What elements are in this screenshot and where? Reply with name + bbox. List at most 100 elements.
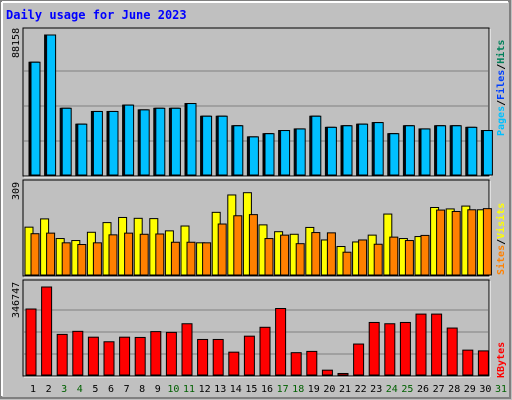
legend-kbytes: KBytes — [496, 342, 507, 378]
sites-bar — [108, 234, 118, 276]
pages-bar — [124, 104, 135, 176]
sites-bar — [264, 238, 274, 276]
pages-bar — [326, 126, 337, 176]
day-label: 6 — [108, 384, 114, 395]
pages-bar — [139, 109, 150, 176]
kbytes-bar — [306, 350, 318, 376]
sites-bar — [248, 214, 258, 276]
kbytes-bar — [259, 326, 271, 376]
sites-bar — [186, 241, 196, 276]
day-label: 24 — [386, 384, 398, 395]
kbytes-bar — [41, 286, 53, 376]
day-label: 28 — [448, 384, 460, 395]
kbytes-bar — [212, 338, 224, 376]
sites-bar — [77, 244, 87, 276]
pages-bar — [467, 126, 478, 176]
kbytes-bar — [87, 336, 99, 376]
pages-bar — [30, 61, 41, 176]
day-label: 12 — [199, 384, 211, 395]
pages-bar — [46, 34, 57, 176]
kbytes-bar — [275, 308, 287, 376]
kbytes-bar — [228, 351, 240, 376]
kbytes-ymax-label: 346747 — [11, 282, 22, 318]
pages-bar — [436, 125, 447, 176]
legend-sites: Sites — [495, 245, 507, 275]
legend-hits: Hits — [495, 40, 507, 64]
hits-legend: Pages/Files/Hits — [495, 40, 507, 136]
pages-bar — [233, 125, 244, 176]
legend-sep-3: / — [496, 239, 507, 245]
sites-bar — [451, 210, 461, 276]
kbytes-bar — [56, 333, 68, 376]
chart-title: Daily usage for June 2023 — [6, 8, 187, 22]
pages-bar — [202, 115, 213, 176]
day-label: 10 — [167, 384, 179, 395]
day-label: 23 — [370, 384, 382, 395]
pages-bar — [482, 130, 493, 176]
kbytes-bar — [72, 330, 84, 376]
kbytes-bar — [399, 321, 411, 376]
sites-bar — [30, 233, 40, 276]
day-label: 22 — [355, 384, 367, 395]
day-label: 30 — [479, 384, 491, 395]
visits-bars — [24, 192, 492, 276]
sites-bar — [404, 240, 414, 276]
kbytes-bar — [353, 343, 365, 376]
day-label: 15 — [245, 384, 257, 395]
day-label: 8 — [139, 384, 145, 395]
pages-bar — [77, 123, 88, 176]
kbytes-bar — [243, 335, 255, 376]
pages-bar — [451, 125, 462, 176]
pages-bar — [295, 128, 306, 176]
kbytes-bar — [290, 352, 302, 376]
kbytes-bar — [165, 331, 177, 376]
kbytes-bar — [119, 336, 131, 376]
sites-bar — [436, 209, 446, 276]
hits-ymax-label: 88158 — [11, 28, 22, 58]
sites-bar — [202, 242, 212, 276]
pages-bar — [280, 130, 291, 176]
hits-bars — [28, 34, 493, 176]
sites-bar — [420, 234, 430, 276]
pages-bar — [373, 122, 384, 176]
day-label: 17 — [277, 384, 289, 395]
pages-bar — [92, 110, 103, 176]
day-label: 7 — [124, 384, 130, 395]
sites-bar — [92, 242, 102, 276]
day-label: 19 — [308, 384, 320, 395]
legend-files: Files — [495, 70, 507, 100]
legend-visits: Visits — [495, 203, 507, 239]
kbytes-bar — [462, 349, 474, 376]
sites-bar — [155, 233, 165, 276]
kbytes-legend: KBytes — [496, 342, 507, 378]
legend-sep-2: / — [496, 64, 507, 70]
pages-bar — [170, 107, 181, 176]
day-label: 29 — [464, 384, 476, 395]
day-label: 16 — [261, 384, 273, 395]
day-label: 27 — [433, 384, 445, 395]
pages-bar — [389, 133, 400, 176]
sites-bar — [233, 215, 243, 276]
kbytes-plot-area — [22, 279, 490, 377]
day-label: 3 — [61, 384, 67, 395]
kbytes-bar — [103, 341, 115, 376]
pages-bar — [186, 103, 197, 176]
sites-bar — [217, 223, 227, 276]
kbytes-bar — [134, 336, 146, 376]
sites-bar — [124, 232, 134, 276]
kbytes-bar — [446, 327, 458, 376]
kbytes-bar — [197, 338, 209, 376]
pages-bar — [217, 115, 228, 176]
kbytes-bar — [368, 321, 380, 376]
day-label: 2 — [46, 384, 52, 395]
kbytes-bar — [477, 350, 489, 376]
sites-bar — [373, 243, 383, 276]
day-label: 31 — [495, 384, 507, 395]
sites-bar — [139, 233, 149, 276]
day-label: 25 — [401, 384, 413, 395]
day-label: 18 — [292, 384, 304, 395]
kbytes-bar — [384, 323, 396, 376]
sites-bar — [389, 236, 399, 276]
sites-bar — [358, 239, 368, 276]
pages-bar — [264, 133, 275, 176]
